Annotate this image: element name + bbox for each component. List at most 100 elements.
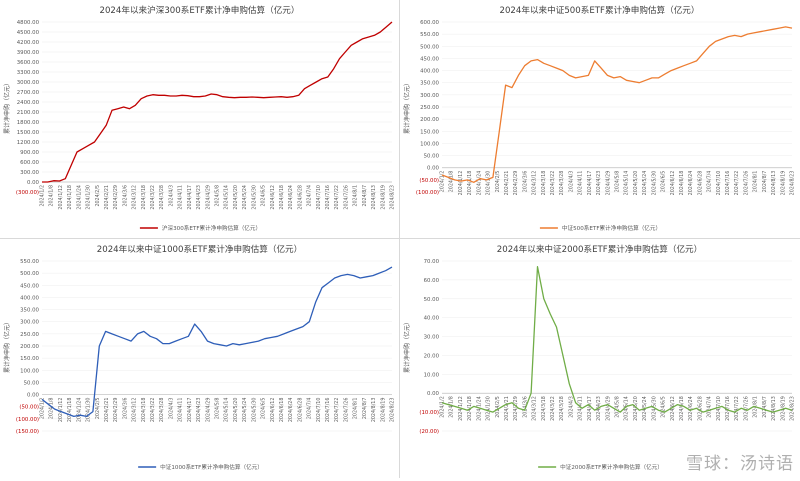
x-tick-label: 2024/1/2 [440,171,446,193]
x-tick-label: 2024/6/5 [661,396,667,418]
x-tick-label: 2024/3/22 [550,396,556,421]
y-tick-label: 2700.00 [17,90,40,96]
x-tick-label: 2024/5/8 [615,171,621,193]
x-tick-label: 2024/3/12 [532,396,538,421]
y-tick-label: (100.00) [16,417,39,423]
x-tick-label: 2024/3/28 [559,396,565,421]
x-tick-label: 2024/8/13 [771,171,777,196]
x-tick-label: 2024/7/10 [716,171,722,196]
x-tick-label: 2024/2/29 [113,185,119,210]
x-tick-label: 2024/3/22 [550,171,556,196]
y-tick-label: 20.00 [424,353,440,359]
x-tick-label: 2024/6/5 [661,171,667,193]
x-tick-label: 2024/8/13 [371,185,377,210]
x-tick-label: 2024/5/20 [233,185,239,210]
x-tick-label: 2024/5/14 [224,398,230,423]
y-tick-label: (20.00) [419,429,439,435]
x-tick-label: 2024/6/12 [270,185,276,210]
x-tick-label: 2024/7/26 [343,185,349,210]
x-tick-label: 2024/4/23 [196,185,202,210]
x-tick-label: 2024/3/18 [141,185,147,210]
x-tick-label: 2024/7/22 [334,185,340,210]
x-tick-label: 2024/8/23 [790,171,796,196]
x-tick-label: 2024/3/6 [522,171,528,193]
y-tick-label: 250.00 [20,332,39,338]
x-tick-label: 2024/1/24 [76,398,82,423]
x-tick-label: 2024/5/20 [633,396,639,421]
x-tick-label: 2024/5/8 [615,396,621,418]
legend-label: 中证1000系ETF累计净申购估算（亿元） [160,463,263,471]
y-tick-label: 50.00 [424,154,440,160]
chart-panel-csi300: 2024年以来沪深300系ETF累计净申购估算（亿元） 累计净申购（亿元） (300… [0,0,399,238]
x-tick-label: 2024/6/12 [270,398,276,423]
x-tick-label: 2024/4/11 [178,185,184,210]
y-tick-label: 600.00 [20,160,39,166]
chart-panel-csi2000: 2024年以来中证2000系ETF累计净申购估算（亿元） 累计净申购（亿元） (20… [400,239,799,477]
x-tick-label: 2024/4/23 [196,398,202,423]
x-tick-label: 2024/7/4 [707,396,713,418]
y-tick-label: 100.00 [420,141,439,147]
x-tick-label: 2024/7/16 [725,171,731,196]
x-tick-label: 2024/2/5 [495,396,501,418]
x-tick-label: 2024/8/1 [353,185,359,207]
x-tick-label: 2024/6/5 [261,398,267,420]
y-tick-label: (150.00) [16,429,39,435]
y-tick-label: 900.00 [20,150,39,156]
x-tick-label: 2024/3/12 [132,185,138,210]
series-line [441,26,793,183]
y-tick-label: 350.00 [420,81,439,87]
x-tick-label: 2024/2/5 [495,171,501,193]
x-tick-label: 2024/6/18 [279,185,285,210]
y-tick-label: 300.00 [420,93,439,99]
y-tick-label: 0.00 [27,180,40,186]
y-tick-label: 500.00 [420,44,439,50]
y-tick-label: 400.00 [20,295,39,301]
x-tick-label: 2024/8/7 [762,396,768,418]
y-tick-label: 50.00 [24,380,40,386]
x-tick-label: 2024/5/8 [215,185,221,207]
y-tick-label: 0.00 [27,393,40,399]
y-tick-label: 1200.00 [17,140,40,146]
x-tick-label: 2024/1/2 [440,396,446,418]
x-tick-label: 2024/4/29 [205,398,211,423]
y-tick-label: 300.00 [20,320,39,326]
x-tick-label: 2024/4/29 [205,185,211,210]
x-tick-label: 2024/1/18 [67,185,73,210]
x-tick-label: 2024/5/8 [215,398,221,420]
x-tick-label: 2024/6/18 [279,398,285,423]
x-tick-label: 2024/7/26 [343,398,349,423]
legend: 中证500系ETF累计净申购估算（亿元） [539,224,661,232]
chart-title: 2024年以来中证1000系ETF累计净申购估算（亿元） [97,243,302,255]
x-tick-label: 2024/1/2 [40,185,46,207]
x-tick-label: 2024/5/30 [251,398,257,423]
y-tick-label: 4800.00 [17,20,40,26]
x-tick-label: 2024/7/16 [325,185,331,210]
x-tick-label: 2024/4/11 [578,171,584,196]
y-tick-label: 200.00 [20,344,39,350]
x-tick-label: 2024/8/1 [753,171,759,193]
x-tick-label: 2024/6/24 [288,185,294,210]
x-tick-label: 2024/8/13 [771,396,777,421]
x-tick-label: 2024/3/18 [141,398,147,423]
x-tick-label: 2024/4/17 [587,396,593,421]
x-tick-label: 2024/3/22 [150,398,156,423]
x-tick-label: 2024/4/23 [596,396,602,421]
y-tick-label: 550.00 [420,32,439,38]
y-tick-label: 30.00 [424,335,440,341]
x-tick-label: 2024/2/21 [104,398,110,423]
x-tick-label: 2024/8/23 [390,398,396,423]
chart-title: 2024年以来中证2000系ETF累计净申购估算（亿元） [497,243,702,255]
x-tick-label: 2024/2/21 [504,396,510,421]
y-tick-label: 250.00 [420,105,439,111]
x-tick-label: 2024/3/6 [122,398,128,420]
x-tick-label: 2024/6/24 [288,398,294,423]
x-tick-label: 2024/2/5 [95,398,101,420]
y-tick-label: 3000.00 [17,80,40,86]
watermark: 雪球：汤诗语 [686,454,794,474]
x-tick-label: 2024/1/30 [486,171,492,196]
x-tick-label: 2024/2/21 [504,171,510,196]
x-tick-label: 2024/7/16 [325,398,331,423]
x-tick-label: 2024/1/24 [76,185,82,210]
x-tick-label: 2024/4/3 [168,398,174,420]
y-tick-label: 4200.00 [17,40,40,46]
